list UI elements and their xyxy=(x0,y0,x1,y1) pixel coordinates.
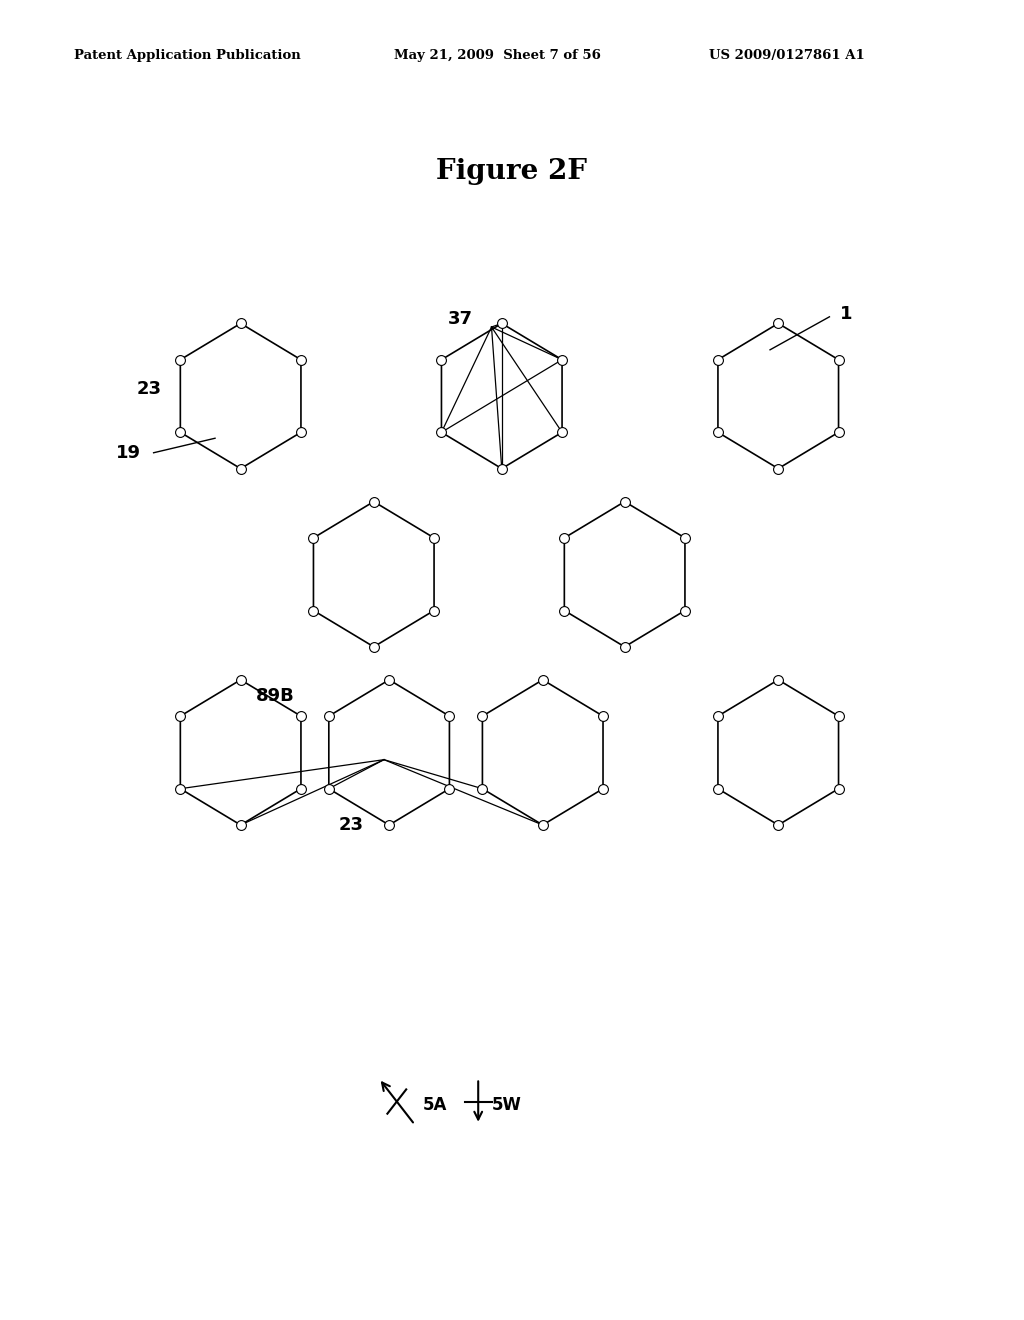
Point xyxy=(595,777,611,799)
Text: 37: 37 xyxy=(449,310,473,329)
Point xyxy=(293,350,309,371)
Point xyxy=(494,313,510,334)
Point xyxy=(172,422,188,444)
Point xyxy=(433,422,450,444)
Point xyxy=(554,350,570,371)
Point xyxy=(426,528,442,549)
Point xyxy=(616,491,633,512)
Point xyxy=(172,777,188,799)
Text: 23: 23 xyxy=(339,816,364,834)
Point xyxy=(770,669,786,690)
Point xyxy=(441,777,458,799)
Text: May 21, 2009  Sheet 7 of 56: May 21, 2009 Sheet 7 of 56 xyxy=(394,49,601,62)
Point xyxy=(172,705,188,726)
Point xyxy=(321,777,337,799)
Point xyxy=(770,458,786,479)
Point xyxy=(830,777,847,799)
Point xyxy=(830,350,847,371)
Point xyxy=(710,350,726,371)
Point xyxy=(293,705,309,726)
Point xyxy=(710,422,726,444)
Point xyxy=(616,636,633,657)
Point xyxy=(433,350,450,371)
Point xyxy=(770,313,786,334)
Point xyxy=(381,669,397,690)
Point xyxy=(293,777,309,799)
Point xyxy=(830,705,847,726)
Point xyxy=(494,458,510,479)
Point xyxy=(232,313,249,334)
Text: 19: 19 xyxy=(117,444,141,462)
Point xyxy=(554,422,570,444)
Text: 5W: 5W xyxy=(492,1096,521,1114)
Point xyxy=(366,491,382,512)
Point xyxy=(305,599,322,622)
Point xyxy=(305,528,322,549)
Text: Patent Application Publication: Patent Application Publication xyxy=(74,49,300,62)
Point xyxy=(321,705,337,726)
Text: 89B: 89B xyxy=(256,686,295,705)
Point xyxy=(232,814,249,836)
Point xyxy=(556,528,572,549)
Point xyxy=(232,458,249,479)
Point xyxy=(830,422,847,444)
Point xyxy=(172,350,188,371)
Point xyxy=(710,777,726,799)
Point xyxy=(474,777,490,799)
Point xyxy=(441,705,458,726)
Point xyxy=(595,705,611,726)
Point xyxy=(366,636,382,657)
Text: 1: 1 xyxy=(840,305,852,323)
Point xyxy=(293,422,309,444)
Point xyxy=(535,814,551,836)
Point xyxy=(474,705,490,726)
Text: 23: 23 xyxy=(137,380,162,399)
Text: US 2009/0127861 A1: US 2009/0127861 A1 xyxy=(709,49,864,62)
Point xyxy=(677,528,693,549)
Text: 5A: 5A xyxy=(423,1096,447,1114)
Point xyxy=(710,705,726,726)
Point xyxy=(535,669,551,690)
Point xyxy=(426,599,442,622)
Point xyxy=(381,814,397,836)
Point xyxy=(556,599,572,622)
Point xyxy=(677,599,693,622)
Point xyxy=(770,814,786,836)
Text: Figure 2F: Figure 2F xyxy=(436,158,588,185)
Point xyxy=(232,669,249,690)
